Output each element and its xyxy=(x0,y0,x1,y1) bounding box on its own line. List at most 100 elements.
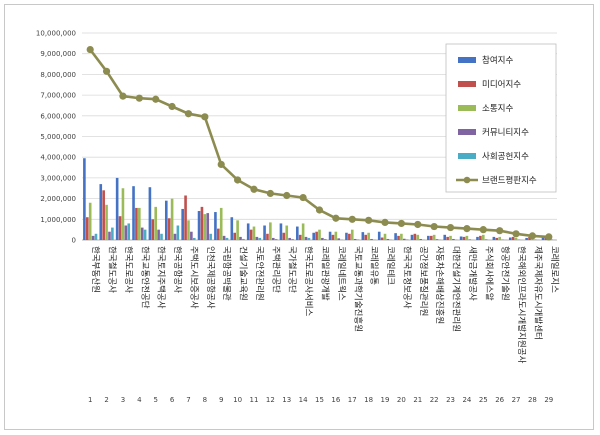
x-tick-label: 11 xyxy=(250,396,259,404)
bar xyxy=(173,233,177,240)
x-tick-label: 19 xyxy=(381,396,390,404)
x-tick-label: 6 xyxy=(170,396,175,404)
bar xyxy=(321,237,324,240)
line-point xyxy=(315,206,324,214)
bar xyxy=(148,187,152,240)
bar xyxy=(402,238,406,240)
bar xyxy=(361,232,365,240)
x-axis: 한국부동산원 한국철도공사 한국도로공사 한국교통안전공단 한국토지주택공사 한국공항공사… xyxy=(88,246,559,404)
legend-box xyxy=(445,43,557,193)
legend-label: 소통지수 xyxy=(482,104,513,114)
bar xyxy=(214,212,217,240)
bar xyxy=(476,236,479,240)
line-point xyxy=(299,193,307,202)
x-tick-label: 7 xyxy=(186,396,190,404)
bar xyxy=(416,234,420,240)
bar xyxy=(353,238,357,240)
bar xyxy=(514,237,518,240)
bar xyxy=(206,213,210,240)
legend-label: 커뮤니티지수 xyxy=(482,127,529,138)
bar xyxy=(383,233,387,240)
bar xyxy=(282,232,286,240)
bar xyxy=(115,177,119,240)
bar xyxy=(427,235,430,240)
category-label: 주식회사에스알 xyxy=(483,246,494,301)
bar xyxy=(288,237,291,240)
bar xyxy=(370,238,373,240)
bar xyxy=(459,236,463,240)
bar xyxy=(364,234,368,240)
category-label: 항공안전기술원 xyxy=(500,246,511,301)
line-point xyxy=(250,185,258,193)
bar xyxy=(176,225,180,240)
bar xyxy=(249,229,253,240)
x-tick-label: 10 xyxy=(233,396,242,404)
category-label: 코레일테크 xyxy=(385,246,395,285)
bar xyxy=(181,208,184,240)
bar xyxy=(91,235,95,240)
legend-marker xyxy=(463,176,471,184)
bar xyxy=(312,232,315,240)
bar xyxy=(266,233,269,240)
bar xyxy=(397,235,400,240)
category-label: 한국국토정보공사 xyxy=(401,246,412,309)
category-label: 제주국제자유도시개발센터 xyxy=(532,246,543,340)
bar xyxy=(377,231,381,240)
y-tick-label: 3,000,000 xyxy=(40,174,76,182)
bar xyxy=(233,232,237,240)
line-point xyxy=(545,233,553,241)
bar xyxy=(350,229,354,240)
bar xyxy=(138,207,141,240)
category-label: 한국철도공사 xyxy=(107,246,118,293)
bar xyxy=(413,233,417,240)
category-label: 코레일유통 xyxy=(369,246,379,285)
bar xyxy=(167,218,171,240)
y-tick-label: 2,000,000 xyxy=(40,195,76,203)
bar xyxy=(157,229,160,240)
y-tick-label: 4,000,000 xyxy=(40,154,76,162)
category-label: 새만금개발공사 xyxy=(467,246,478,301)
legend-swatch xyxy=(458,129,476,135)
line-point xyxy=(266,189,274,198)
bar xyxy=(246,223,250,240)
x-tick-label: 15 xyxy=(315,396,324,404)
bar xyxy=(94,233,98,240)
category-label: 한국부동산원 xyxy=(90,246,101,293)
legend-label: 사회공헌지수 xyxy=(482,152,529,162)
bar xyxy=(99,184,103,240)
bar xyxy=(160,233,163,240)
x-tick-label: 18 xyxy=(364,396,373,404)
line-point xyxy=(348,215,356,223)
bar xyxy=(127,223,131,240)
bar xyxy=(279,223,283,240)
bar xyxy=(102,190,105,240)
bar xyxy=(345,232,348,240)
category-label: 자동차손해배상진흥원 xyxy=(434,246,445,324)
bar xyxy=(446,236,449,240)
line-point xyxy=(397,219,405,228)
line-point xyxy=(496,227,504,235)
x-tick-label: 25 xyxy=(479,396,488,404)
category-label: 대한건설기계안전관리원 xyxy=(451,246,462,332)
x-tick-label: 16 xyxy=(331,396,340,404)
x-tick-label: 24 xyxy=(462,396,471,404)
bar xyxy=(528,236,531,240)
bar xyxy=(140,227,144,240)
x-tick-label: 8 xyxy=(203,396,207,404)
line-point xyxy=(446,223,455,232)
bar xyxy=(135,207,138,240)
line-point xyxy=(414,220,422,229)
x-tick-label: 9 xyxy=(219,396,223,404)
bar xyxy=(184,195,187,240)
x-tick-label: 22 xyxy=(430,396,439,404)
category-label: 공간정보품질관리원 xyxy=(418,246,429,316)
y-tick-label: 8,000,000 xyxy=(40,71,76,79)
line-point xyxy=(463,225,471,233)
category-label: 국토안전관리원 xyxy=(254,246,265,301)
bar xyxy=(170,198,174,240)
bar xyxy=(315,231,318,240)
bar xyxy=(154,206,158,240)
line-point xyxy=(168,102,176,111)
bar xyxy=(465,235,469,240)
bar xyxy=(105,204,108,240)
